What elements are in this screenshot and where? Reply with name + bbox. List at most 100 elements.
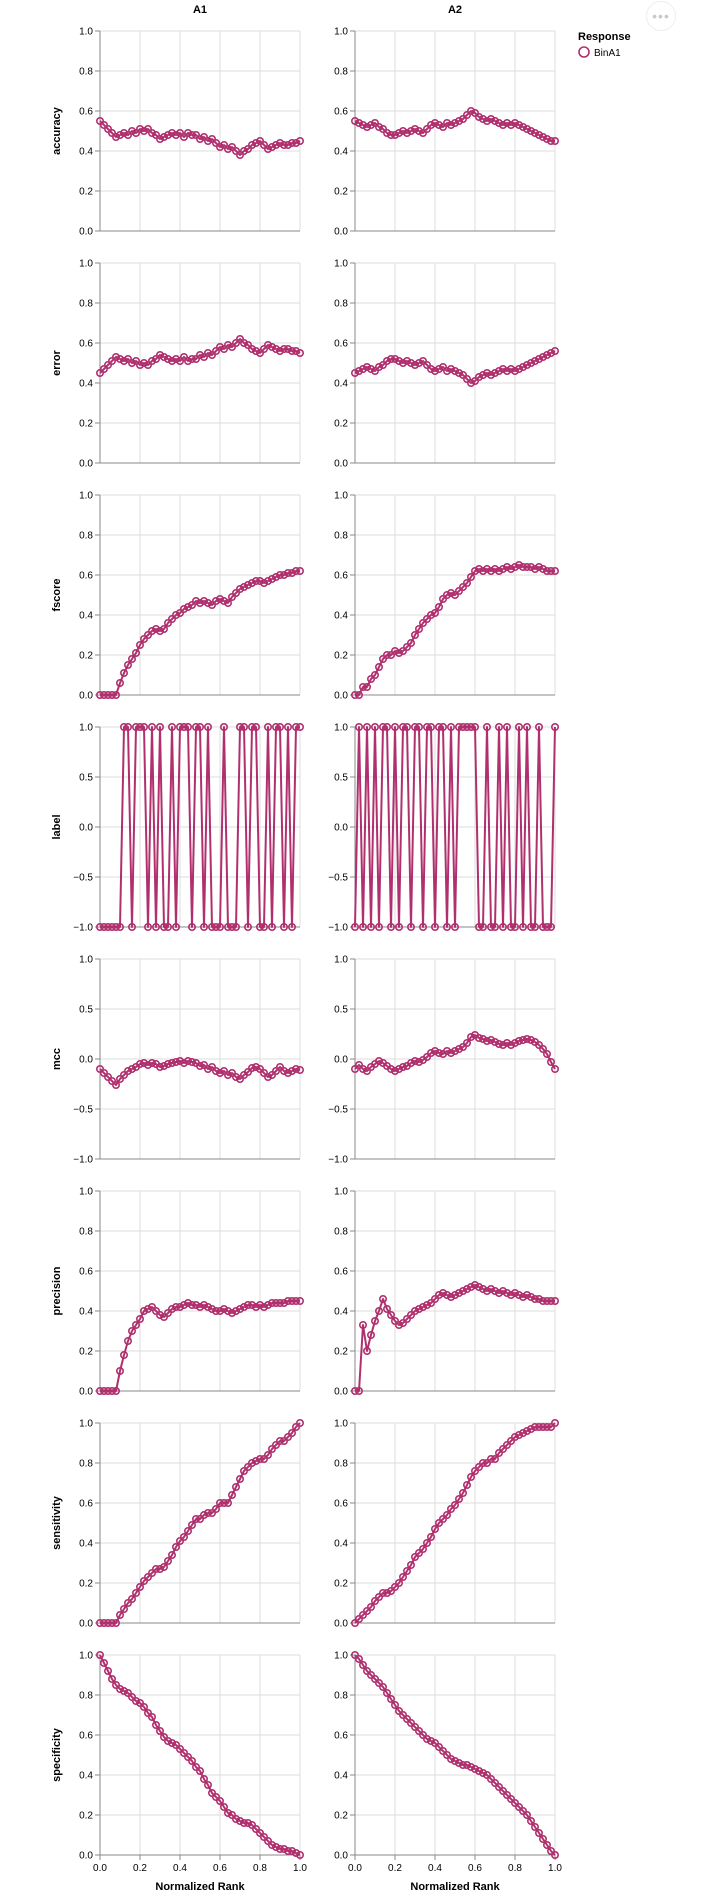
- y-tick-label: 0.0: [334, 823, 348, 834]
- y-axis-title-mcc: mcc: [51, 1048, 63, 1070]
- data-point: [510, 1433, 519, 1442]
- data-point: [196, 598, 205, 607]
- data-point: [259, 578, 268, 587]
- data-point: [442, 1047, 451, 1056]
- data-point: [275, 722, 284, 731]
- data-point: [438, 123, 447, 132]
- y-tick-label: −0.5: [73, 1105, 93, 1116]
- data-point: [478, 115, 487, 124]
- data-point: [116, 1611, 125, 1620]
- data-point: [514, 722, 523, 731]
- data-point: [220, 722, 229, 731]
- data-point: [140, 127, 149, 136]
- data-point: [378, 654, 387, 663]
- data-point: [514, 1431, 523, 1440]
- data-point: [518, 1807, 527, 1816]
- y-tick-label: 0.8: [334, 67, 348, 78]
- data-point: [538, 922, 547, 931]
- data-point: [172, 1543, 181, 1552]
- data-point: [172, 1058, 181, 1067]
- data-point: [458, 582, 467, 591]
- data-point: [422, 360, 431, 369]
- data-point: [502, 119, 511, 128]
- y-tick-label: 0.2: [79, 651, 93, 662]
- data-point: [148, 1059, 157, 1068]
- y-tick-label: 0.4: [79, 1307, 93, 1318]
- data-point: [144, 360, 153, 369]
- data-point: [386, 1311, 395, 1320]
- data-point: [160, 352, 169, 361]
- data-point: [144, 1061, 153, 1070]
- data-point: [148, 1569, 157, 1578]
- data-point: [394, 922, 403, 931]
- data-point: [164, 618, 173, 627]
- data-point: [390, 646, 399, 655]
- data-point: [112, 922, 121, 931]
- y-tick-label: 0.4: [334, 1771, 348, 1782]
- data-point: [196, 1303, 205, 1312]
- data-point: [462, 578, 471, 587]
- data-point: [414, 624, 423, 633]
- panel-specificity-a1: 0.0 0.2 0.4 0.6 0.8 1.0 0.0 0.2 0.4 0.6 0.8 1.0: [79, 1651, 307, 1875]
- data-point: [220, 596, 229, 605]
- data-point: [228, 1811, 237, 1820]
- data-point: [108, 356, 117, 365]
- data-point: [164, 354, 173, 363]
- panel-mcc-a1: −1.0 −0.5 0.0 0.5 1.0: [73, 955, 304, 1166]
- x-tick-label: 0.6: [468, 1863, 482, 1874]
- data-point: [263, 145, 272, 154]
- y-tick-label: 1.0: [334, 1419, 348, 1430]
- data-point: [386, 131, 395, 140]
- data-point: [108, 1619, 117, 1628]
- data-point: [100, 364, 109, 373]
- series-line-bina1: [99, 1654, 301, 1856]
- data-point: [204, 722, 213, 731]
- data-point: [394, 129, 403, 138]
- data-point: [108, 922, 117, 931]
- data-point: [240, 147, 249, 156]
- data-point: [120, 1687, 129, 1696]
- data-point: [514, 1037, 523, 1046]
- data-point: [228, 1309, 237, 1318]
- data-point: [124, 354, 133, 363]
- data-point: [156, 1727, 165, 1736]
- data-point: [350, 690, 359, 699]
- data-point: [390, 1701, 399, 1710]
- data-point: [542, 1423, 551, 1432]
- data-point: [542, 922, 551, 931]
- data-point: [426, 1737, 435, 1746]
- data-point: [430, 366, 439, 375]
- y-tick-label: 0.8: [79, 299, 93, 310]
- data-point: [228, 1069, 237, 1078]
- y-tick-label: 0.6: [334, 1499, 348, 1510]
- data-point: [434, 602, 443, 611]
- more-menu-button[interactable]: •••: [646, 1, 676, 31]
- data-point: [255, 137, 264, 146]
- data-point: [291, 566, 300, 575]
- y-tick-label: −1.0: [328, 923, 348, 934]
- data-point: [358, 922, 367, 931]
- data-point: [474, 564, 483, 573]
- panel-label-a2: −1.0 −0.5 0.0 0.5 1.0: [328, 722, 559, 934]
- data-point: [502, 1441, 511, 1450]
- data-point: [506, 922, 515, 931]
- data-point: [478, 1459, 487, 1468]
- data-point: [204, 348, 213, 357]
- panel-error-a2: 0.0 0.2 0.4 0.6 0.8 1.0: [334, 259, 559, 470]
- data-point: [144, 1709, 153, 1718]
- data-point: [136, 1583, 145, 1592]
- data-point: [414, 1305, 423, 1314]
- data-point: [486, 115, 495, 124]
- data-point: [124, 1689, 133, 1698]
- data-point: [358, 1065, 367, 1074]
- data-point: [454, 368, 463, 377]
- data-point: [466, 378, 475, 387]
- data-point: [279, 1845, 288, 1854]
- data-point: [434, 1049, 443, 1058]
- x-tick-label: 0.0: [348, 1863, 362, 1874]
- data-point: [255, 922, 264, 931]
- data-point: [458, 1287, 467, 1296]
- data-point: [172, 610, 181, 619]
- data-point: [402, 642, 411, 651]
